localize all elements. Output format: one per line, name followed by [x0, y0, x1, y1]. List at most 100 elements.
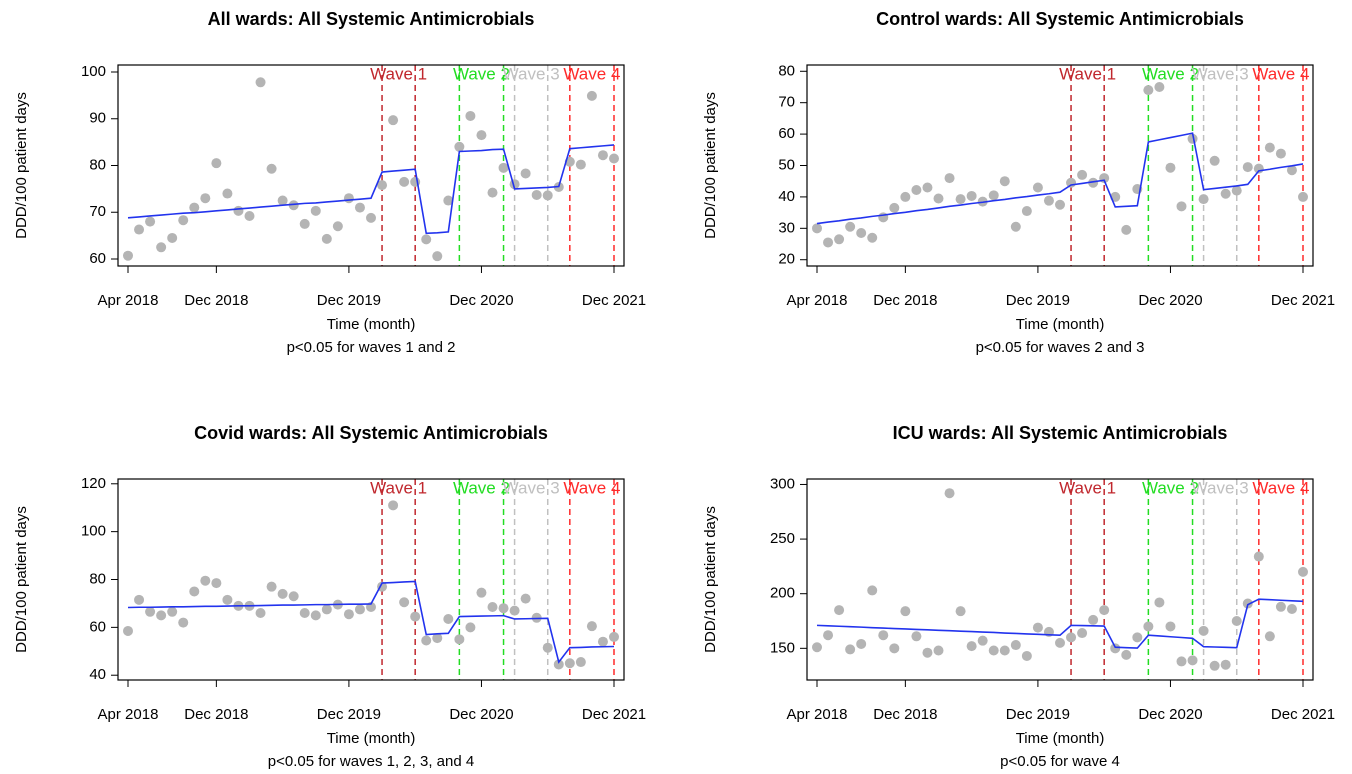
data-point — [167, 606, 178, 617]
data-point — [1154, 597, 1165, 608]
data-point — [867, 232, 878, 243]
data-point — [454, 634, 465, 645]
data-point — [1165, 162, 1176, 173]
data-point — [366, 212, 376, 223]
data-point — [509, 605, 520, 616]
data-point — [933, 645, 944, 656]
data-point — [156, 610, 167, 621]
fit-line — [127, 144, 615, 235]
panel: ICU wards: All Systemic Antimicrobials Ti… — [702, 423, 1335, 770]
y-tick-label: 80 — [89, 156, 106, 173]
wave-label: Wave 1 — [1059, 478, 1116, 497]
data-point — [999, 645, 1010, 656]
data-point — [354, 202, 365, 213]
data-point — [1209, 660, 1220, 671]
data-point — [200, 575, 211, 586]
data-point — [222, 188, 233, 199]
data-point — [476, 587, 487, 598]
data-point — [244, 210, 255, 221]
data-point — [823, 237, 834, 248]
data-point — [911, 184, 922, 195]
data-point — [432, 633, 443, 644]
data-point — [944, 173, 955, 184]
data-point — [443, 613, 454, 624]
y-tick-label: 300 — [770, 475, 795, 492]
data-point — [867, 585, 878, 596]
plot-frame — [117, 478, 625, 681]
x-tick-label: Dec 2018 — [184, 292, 248, 309]
data-point — [134, 594, 145, 605]
data-point — [189, 586, 200, 597]
data-point — [321, 233, 332, 244]
wave-label: Wave 1 — [370, 478, 427, 497]
y-tick-label: 70 — [778, 94, 795, 111]
plot-frame — [806, 64, 1314, 267]
data-point — [900, 191, 911, 202]
y-tick-label: 250 — [770, 530, 795, 547]
data-point — [178, 215, 189, 226]
data-point — [189, 202, 200, 213]
x-tick-label: Dec 2018 — [184, 706, 248, 723]
data-point — [145, 606, 156, 617]
y-tick-label: 40 — [89, 666, 106, 683]
data-point — [1043, 195, 1054, 206]
data-point — [1143, 85, 1154, 96]
y-tick-label: 20 — [778, 251, 795, 268]
data-point — [609, 153, 619, 164]
data-point — [288, 200, 299, 211]
y-tick-label: 70 — [89, 203, 106, 220]
y-axis-label: DDD/100 patient days — [13, 506, 30, 653]
data-point — [944, 488, 955, 499]
wave-label: Wave 4 — [1252, 478, 1309, 497]
data-point — [856, 228, 867, 239]
data-point — [834, 234, 845, 245]
y-tick-label: 60 — [778, 125, 795, 142]
data-point — [277, 588, 288, 599]
data-point — [889, 202, 900, 213]
data-point — [399, 176, 410, 187]
data-point — [288, 591, 299, 602]
data-point — [454, 141, 465, 152]
data-point — [299, 608, 310, 618]
x-axis-label: Time (month) — [327, 730, 416, 747]
x-tick-label: Dec 2020 — [1138, 706, 1202, 723]
data-point — [966, 190, 977, 201]
data-point — [1021, 206, 1032, 217]
x-tick-label: Apr 2018 — [787, 292, 848, 309]
data-point — [388, 115, 399, 126]
data-point — [299, 218, 310, 229]
data-point — [1032, 622, 1043, 633]
wave-label: Wave 3 — [1192, 64, 1249, 83]
x-tick-label: Dec 2019 — [317, 706, 381, 723]
data-point — [123, 625, 133, 636]
data-point — [1176, 656, 1187, 667]
subtitle: p<0.05 for waves 1 and 2 — [287, 339, 456, 356]
wave-label: Wave 2 — [453, 478, 510, 497]
data-point — [1077, 169, 1088, 180]
data-point — [1055, 637, 1065, 648]
y-tick-label: 100 — [81, 523, 106, 540]
data-point — [377, 180, 388, 191]
data-point — [966, 641, 977, 652]
data-point — [845, 644, 856, 655]
data-point — [233, 205, 244, 216]
data-point — [255, 77, 266, 88]
data-point — [1154, 81, 1165, 92]
data-point — [1286, 603, 1297, 614]
data-point — [1298, 191, 1308, 202]
chart-title: All wards: All Systemic Antimicrobials — [208, 9, 535, 29]
data-point — [1220, 188, 1231, 199]
wave-label: Wave 3 — [503, 64, 560, 83]
wave-label: Wave 4 — [563, 478, 620, 497]
wave-label: Wave 2 — [1142, 64, 1199, 83]
data-point — [443, 195, 454, 206]
data-point — [1066, 177, 1077, 188]
y-tick-label: 200 — [770, 585, 795, 602]
data-point — [586, 90, 597, 101]
data-point — [1110, 643, 1121, 654]
data-point — [1088, 614, 1099, 625]
data-point — [211, 158, 222, 169]
data-point — [310, 205, 321, 216]
chart-title: Control wards: All Systemic Antimicrobia… — [876, 9, 1244, 29]
data-point — [1198, 194, 1209, 205]
